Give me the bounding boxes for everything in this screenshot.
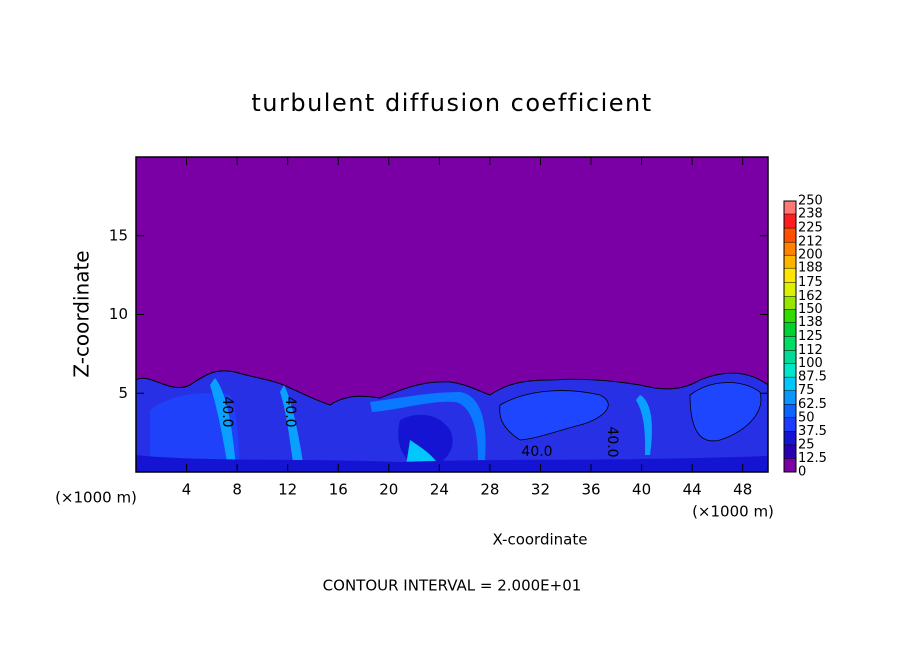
- x-tick-label: 12: [278, 481, 297, 499]
- colorbar-segment: [784, 363, 796, 378]
- colorbar-label: 100: [798, 356, 823, 371]
- colorbar-segment: [784, 242, 796, 256]
- contour-label: 40.0: [521, 444, 552, 460]
- colorbar-segment: [784, 296, 796, 310]
- colorbar-label: 225: [798, 221, 823, 236]
- colorbar-label: 0: [798, 465, 806, 480]
- colorbar-segment: [784, 350, 796, 364]
- colorbar-segment: [784, 309, 796, 323]
- colorbar-label: 37.5: [798, 424, 827, 439]
- contour-label: 40.0: [604, 426, 620, 457]
- colorbar-label: 150: [798, 302, 823, 317]
- colorbar-segment: [784, 268, 796, 283]
- colorbar-label: 250: [798, 194, 823, 209]
- x-tick-label: 24: [430, 481, 449, 499]
- colorbar-label: 87.5: [798, 370, 827, 385]
- contour-label: 40.0: [219, 396, 235, 427]
- colorbar-label: 175: [798, 275, 823, 290]
- x-tick-label: 8: [232, 481, 242, 499]
- x-tick-label: 36: [581, 481, 600, 499]
- colorbar-segment: [784, 214, 796, 229]
- field-patch: [636, 395, 652, 455]
- x-axis-unit: (×1000 m): [692, 503, 774, 521]
- colorbar-label: 162: [798, 289, 823, 304]
- colorbar-segment: [784, 201, 796, 215]
- field-patch: [280, 385, 304, 470]
- chart-title: turbulent diffusion coefficient: [251, 89, 652, 117]
- colorbar-label: 238: [798, 207, 823, 222]
- x-tick-label: 4: [182, 481, 192, 499]
- colorbar-segment: [784, 390, 796, 405]
- y-axis-title: Z-coordinate: [70, 250, 94, 377]
- plot-field: [135, 157, 769, 473]
- field-patch: [689, 382, 762, 442]
- x-tick-label: 44: [683, 481, 702, 499]
- colorbar-segment: [784, 404, 796, 418]
- x-axis-title: X-coordinate: [493, 531, 588, 549]
- colorbar-segment: [784, 417, 796, 432]
- field-patch: [210, 378, 236, 468]
- colorbar-segment: [784, 444, 796, 459]
- colorbar-label: 25: [798, 437, 815, 452]
- x-tick-label: 16: [329, 481, 348, 499]
- colorbar-segment: [784, 322, 796, 337]
- y-tick-label: 10: [109, 305, 128, 323]
- x-tick-label: 20: [379, 481, 398, 499]
- colorbar-label: 12.5: [798, 451, 827, 466]
- contour-label: 40.0: [282, 396, 298, 427]
- colorbar-label: 75: [798, 383, 815, 398]
- y-tick-label: 15: [109, 226, 128, 244]
- colorbar-label: 200: [798, 248, 823, 263]
- x-tick-label: 28: [480, 481, 499, 499]
- colorbar-label: 62.5: [798, 397, 827, 412]
- colorbar-segment: [784, 255, 796, 269]
- x-tick-label: 40: [632, 481, 651, 499]
- colorbar-segment: [784, 377, 796, 391]
- colorbar-segment: [784, 228, 796, 243]
- footer: CONTOUR INTERVAL = 2.000E+01: [323, 577, 582, 595]
- colorbar-segment: [784, 336, 796, 351]
- y-tick-label: 5: [118, 384, 128, 402]
- field-patch: [136, 455, 768, 472]
- x-tick-label: 48: [733, 481, 752, 499]
- colorbar-label: 50: [798, 410, 815, 425]
- colorbar-label: 112: [798, 343, 823, 358]
- colorbar-label: 212: [798, 235, 823, 250]
- y-axis-unit: (×1000 m): [55, 489, 137, 507]
- field-patch: [499, 390, 609, 441]
- colorbar-label: 188: [798, 261, 823, 276]
- x-tick-label: 32: [531, 481, 550, 499]
- colorbar-segment: [784, 282, 796, 297]
- colorbar-label: 125: [798, 329, 823, 344]
- colorbar-segment: [784, 458, 796, 472]
- colorbar-segment: [784, 431, 796, 445]
- colorbar-label: 138: [798, 315, 823, 330]
